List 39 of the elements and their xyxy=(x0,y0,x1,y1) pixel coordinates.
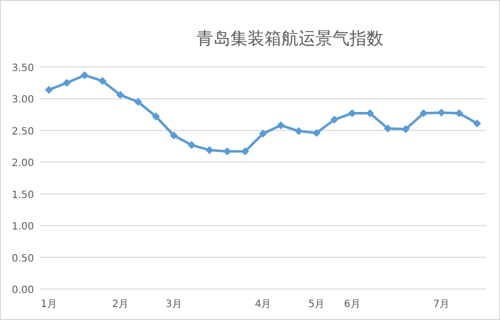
point xyxy=(152,112,160,120)
point xyxy=(294,127,303,136)
x-tick-label: 4月 xyxy=(254,299,272,310)
point xyxy=(80,71,89,80)
x-tick-label: 1月 xyxy=(40,299,58,310)
point xyxy=(98,76,106,85)
chart-title: 青岛集装箱航运景气指数 xyxy=(196,29,384,49)
point xyxy=(188,141,196,150)
point xyxy=(44,86,53,94)
y-tick-label: 0.50 xyxy=(12,253,34,264)
point xyxy=(420,109,428,118)
point xyxy=(241,147,250,156)
point xyxy=(473,119,482,128)
y-tick-label: 1.50 xyxy=(12,190,34,201)
point xyxy=(259,130,267,138)
y-tick-label: 2.00 xyxy=(12,158,34,170)
point xyxy=(134,98,142,106)
x-tick-label: 6月 xyxy=(344,299,360,310)
x-tick-label: 2月 xyxy=(112,299,128,310)
y-tick-label: 3.00 xyxy=(12,94,34,106)
y-tick-label: 1.00 xyxy=(12,222,34,233)
point xyxy=(366,109,374,118)
x-tick-label: 7月 xyxy=(433,299,450,310)
y-tick-label: 3.50 xyxy=(12,63,34,74)
point xyxy=(62,78,71,87)
x-tick-label: 3月 xyxy=(166,299,182,310)
point xyxy=(402,125,410,134)
y-tick-label: 2.50 xyxy=(12,126,34,138)
x-tick-label: 5月 xyxy=(308,299,325,310)
point xyxy=(205,146,214,154)
point xyxy=(170,132,178,140)
point xyxy=(312,128,321,137)
point xyxy=(384,124,392,133)
point xyxy=(276,121,285,130)
point xyxy=(455,109,464,118)
point xyxy=(330,116,338,124)
point xyxy=(223,147,232,156)
y-tick-label: 0.00 xyxy=(12,285,34,296)
point xyxy=(116,90,124,99)
